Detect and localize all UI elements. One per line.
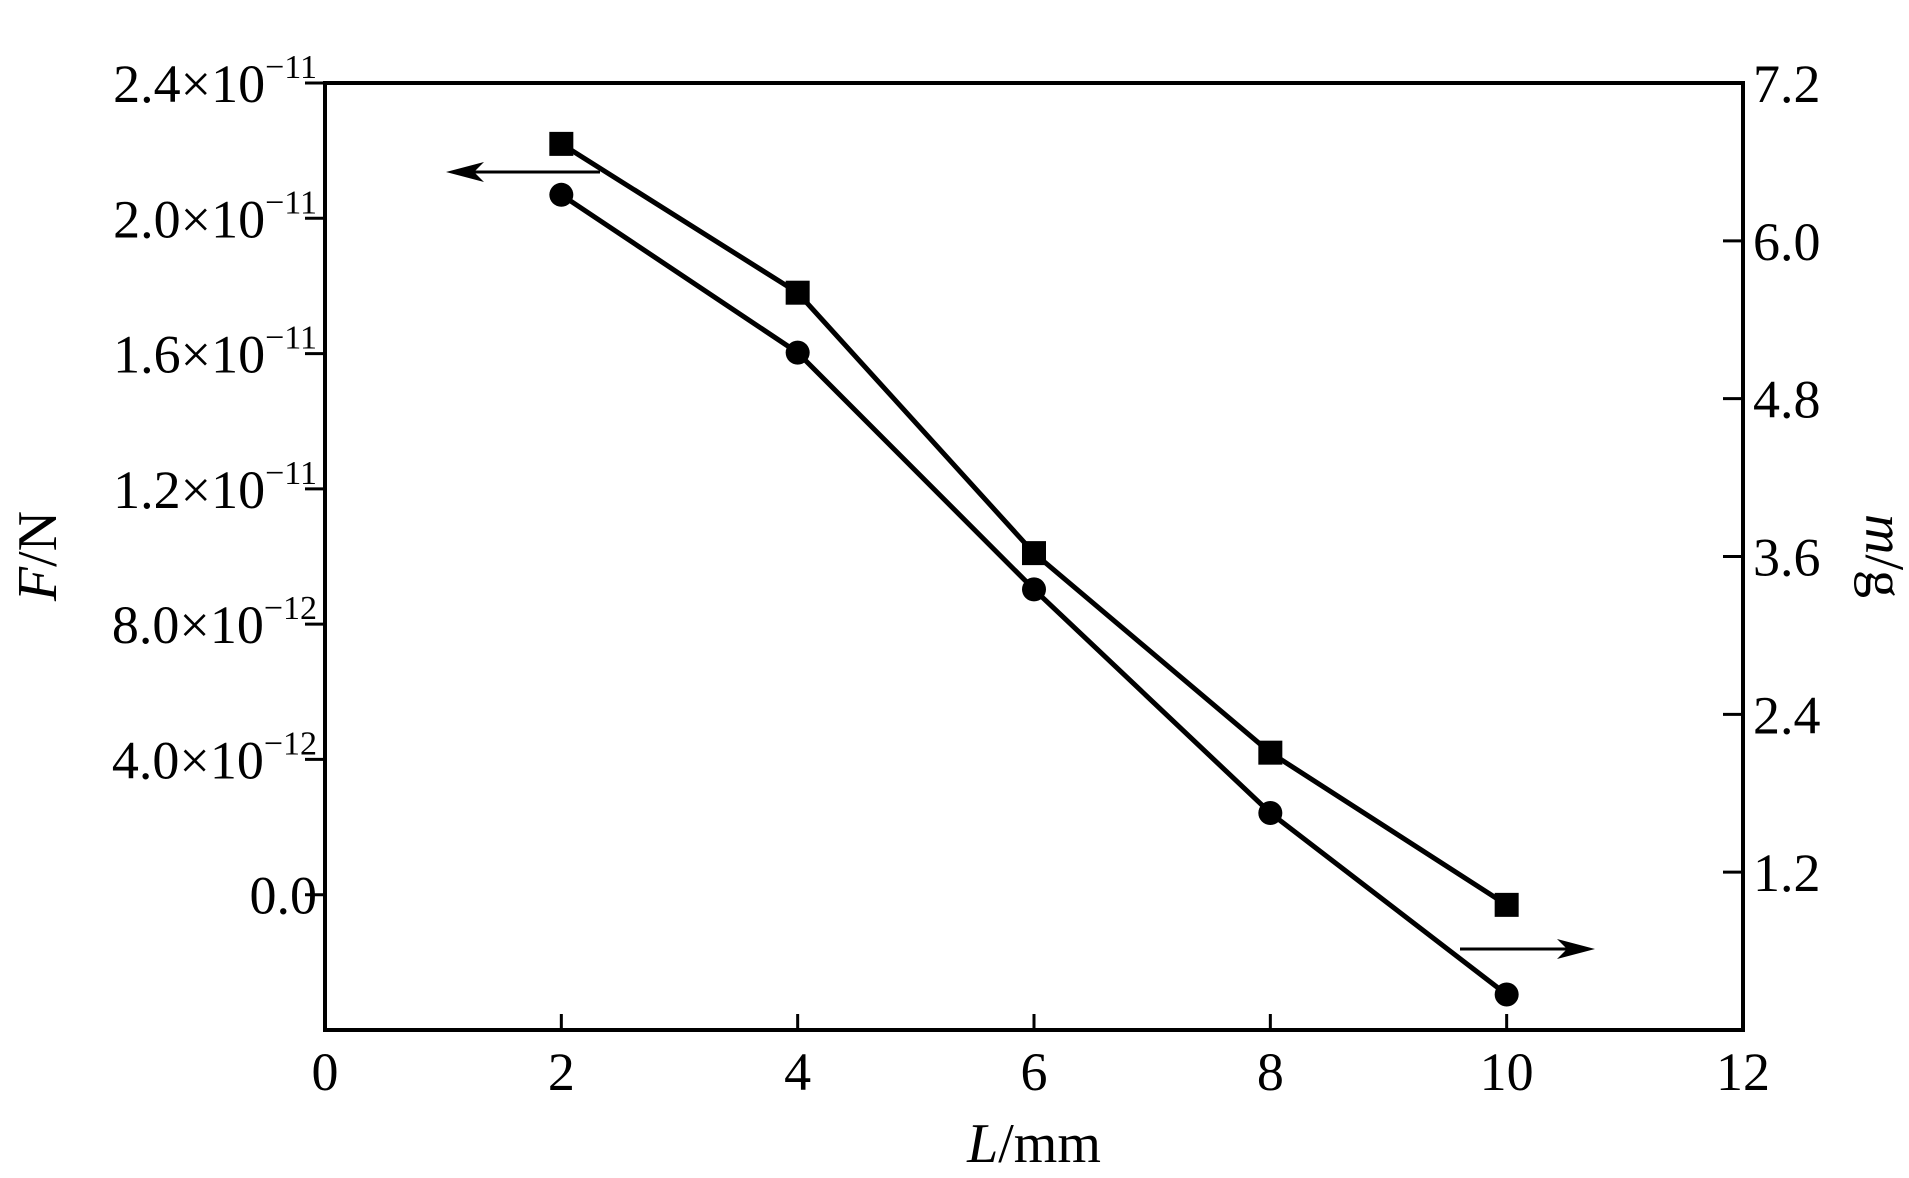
y-right-tick-label: 7.2 (1753, 54, 1821, 114)
y-right-tick-label: 6.0 (1753, 212, 1821, 272)
y-left-tick-label: 1.6×10−11 (113, 320, 317, 385)
series-line-square (560, 141, 1509, 907)
y-right-tick-label: 2.4 (1753, 685, 1821, 745)
data-point-square (1022, 541, 1046, 566)
data-point-circle (1494, 982, 1519, 1007)
y-left-tick-label: 2.0×10−11 (113, 184, 317, 249)
y-right-tick-label: 1.2 (1753, 843, 1821, 903)
data-point-circle (785, 340, 810, 365)
y-left-tick-label: 8.0×10−12 (112, 590, 317, 655)
y-left-axis: 0.0 4.0×10−12 8.0×10−12 1.2×10−11 1.6×10−11 2… (112, 49, 325, 926)
data-point-square (549, 131, 574, 156)
arrow-left-head (446, 162, 484, 182)
x-tick-label: 8 (1257, 1042, 1284, 1102)
data-point-circle (1022, 577, 1046, 602)
y-left-axis-title: F/N (7, 511, 69, 602)
x-tick-label: 2 (548, 1042, 575, 1102)
arrow-right-head (1557, 939, 1595, 959)
data-point-circle (1258, 800, 1283, 825)
x-tick-label: 12 (1716, 1042, 1770, 1102)
y-left-tick-label: 4.0×10−12 (112, 725, 317, 790)
x-axis-title: L/mm (966, 1113, 1101, 1175)
y-left-tick-label: 0.0 (250, 866, 318, 926)
x-tick-label: 4 (784, 1042, 811, 1102)
data-point-square (1258, 740, 1283, 765)
y-right-axis-title: m/g (1853, 514, 1909, 598)
y-left-tick-label: 2.4×10−11 (113, 49, 317, 114)
x-tick-label: 0 (312, 1042, 339, 1102)
x-tick-label: 10 (1480, 1042, 1534, 1102)
y-left-tick-label: 1.2×10−11 (113, 455, 317, 520)
y-right-tick-label: 4.8 (1753, 370, 1821, 430)
data-point-circle (549, 182, 574, 207)
annotation-layer (446, 162, 1595, 959)
data-point-square (785, 280, 810, 305)
x-axis: 0 2 4 6 8 10 12 (312, 1014, 1770, 1102)
series-layer (549, 131, 1519, 1007)
x-tick-label: 6 (1021, 1042, 1048, 1102)
data-point-square (1494, 892, 1519, 917)
y-right-axis: 1.2 2.4 3.6 4.8 6.0 7.2 (1723, 54, 1821, 903)
y-right-tick-label: 3.6 (1753, 528, 1821, 588)
